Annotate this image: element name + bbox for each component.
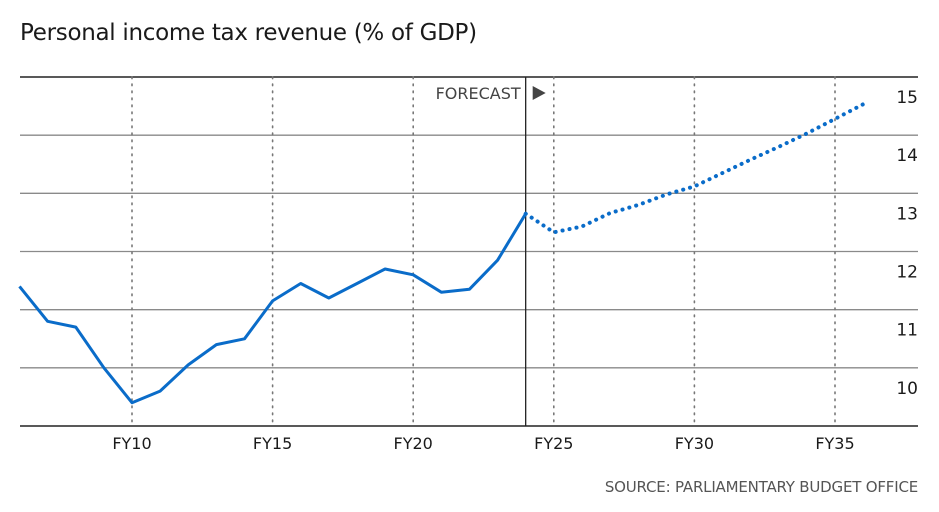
y-tick-label: 10: [896, 379, 918, 399]
y-tick-label: 14: [896, 146, 918, 166]
y-tick-label: 15: [896, 88, 918, 108]
actual-series-line: [18, 212, 527, 405]
x-tick-label: FY35: [815, 434, 854, 453]
x-tick-label: FY20: [394, 434, 433, 453]
chart-title: Personal income tax revenue (% of GDP): [20, 20, 477, 46]
forecast-arrow-icon: [532, 86, 546, 100]
y-tick-label: 11: [896, 321, 918, 341]
x-tick-label: FY15: [253, 434, 292, 453]
x-tick-label: FY10: [112, 434, 151, 453]
x-tick-label: FY30: [675, 434, 714, 453]
y-tick-label: 12: [896, 263, 918, 283]
forecast-series-line: [523, 102, 866, 235]
forecast-label: FORECAST: [436, 84, 521, 103]
y-tick-label: 13: [896, 204, 918, 224]
x-tick-label: FY25: [534, 434, 573, 453]
source-note: SOURCE: PARLIAMENTARY BUDGET OFFICE: [604, 478, 918, 496]
